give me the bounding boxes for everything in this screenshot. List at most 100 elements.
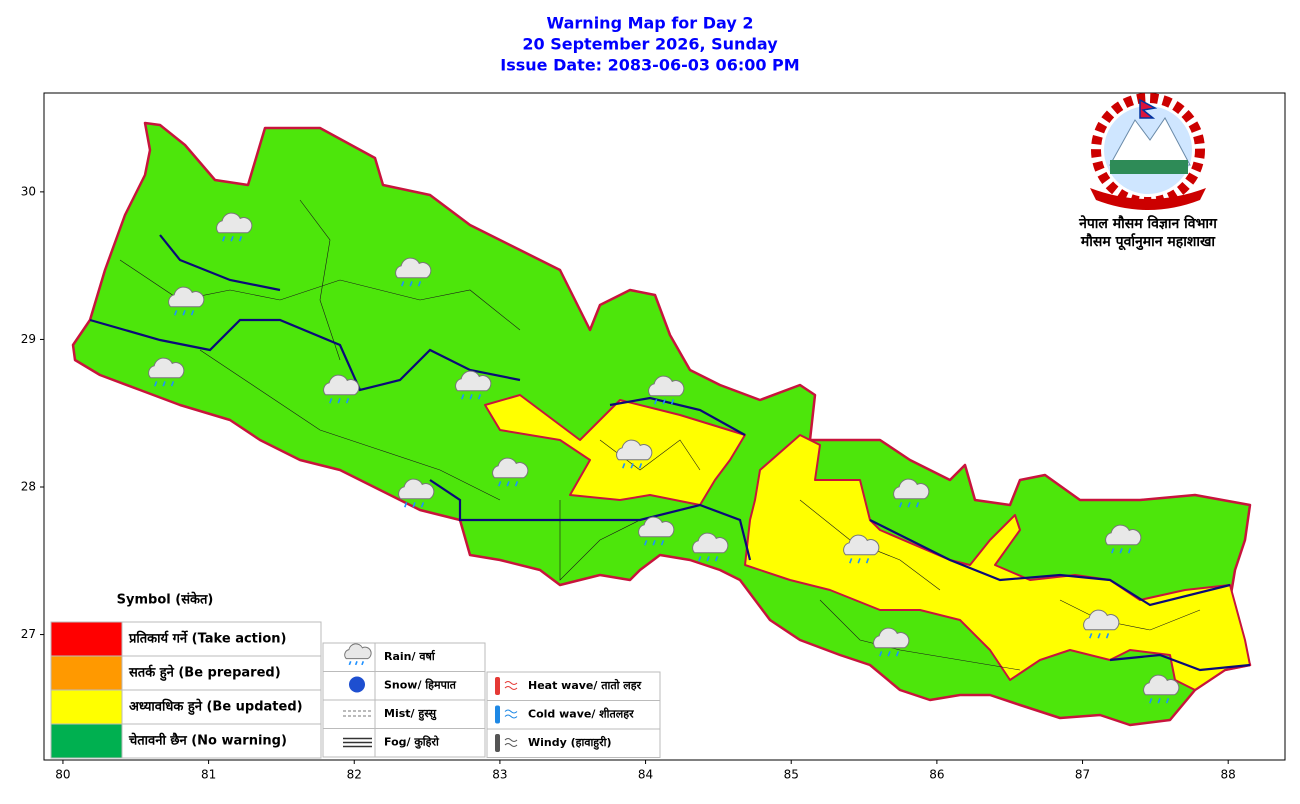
rain-icon	[692, 532, 729, 562]
drop	[345, 398, 350, 404]
rain-icon	[216, 212, 253, 242]
legend-label: सतर्क हुने (Be prepared)	[128, 665, 281, 682]
drop	[170, 381, 175, 387]
drop	[238, 236, 243, 242]
cloud	[398, 478, 435, 500]
drop	[420, 502, 425, 508]
rain-icon	[648, 375, 685, 405]
drop	[899, 502, 903, 508]
x-tick-label: 80	[55, 768, 70, 782]
drop	[1119, 548, 1123, 554]
drop	[329, 398, 333, 404]
drop	[417, 281, 422, 287]
drop	[1165, 698, 1170, 704]
drop	[638, 463, 643, 469]
x-tick-label: 88	[1221, 768, 1236, 782]
legend-title: Symbol (संकेत)	[117, 592, 214, 608]
symbol-label: Rain/ वर्षा	[384, 649, 436, 663]
symbol-label: Windy (हावाहुरी)	[528, 735, 612, 750]
axis-ticks: 80 81 82 83 84 85 86 87 88 27 28 29 30	[21, 184, 1236, 781]
legend: प्रतिकार्य गर्ने (Take action) सतर्क हुने…	[50, 621, 322, 759]
symbol-icon	[495, 677, 500, 695]
legend-cell	[121, 723, 322, 759]
title: Warning Map for Day 2	[547, 14, 754, 33]
rain-icon	[455, 370, 492, 400]
drop	[461, 394, 465, 400]
weather-icons	[148, 212, 1180, 704]
y-tick-label: 27	[21, 627, 36, 641]
cloud	[216, 212, 253, 234]
drop	[1097, 633, 1101, 639]
legend-swatch	[50, 621, 123, 657]
cloud	[843, 534, 880, 556]
rain-icon	[1083, 609, 1120, 639]
drop	[514, 481, 519, 487]
wave-icon	[504, 743, 518, 747]
drop	[337, 398, 341, 404]
cloud	[455, 370, 492, 392]
symbol-label: Fog/ कुहिरो	[384, 735, 440, 750]
emblem	[1090, 93, 1206, 210]
symbol-icon-cell	[322, 699, 376, 729]
drop	[915, 502, 920, 508]
drop	[630, 463, 634, 469]
rain-icon	[398, 478, 435, 508]
rain-icon	[492, 457, 529, 487]
drop	[1127, 548, 1132, 554]
x-tick-label: 84	[638, 768, 653, 782]
cloud	[1143, 674, 1180, 696]
symbol-label: Cold wave/ शीतलहर	[528, 707, 634, 721]
snow-icon	[349, 676, 365, 693]
agency-name: नेपाल मौसम विज्ञान विभाग	[1078, 215, 1218, 232]
drop	[498, 481, 502, 487]
symbol-cell	[486, 728, 661, 758]
yellow-zone	[484, 394, 746, 506]
drop	[865, 558, 870, 564]
cloud	[344, 643, 372, 660]
cloud	[492, 457, 529, 479]
symbol-label: Heat wave/ तातो लहर	[528, 678, 642, 692]
symbol-label: Mist/ हुस्सु	[384, 707, 437, 721]
rain-icon	[893, 478, 930, 508]
y-tick-label: 30	[21, 184, 36, 198]
drop	[1105, 633, 1110, 639]
legend-label: प्रतिकार्य गर्ने (Take action)	[128, 631, 286, 647]
legend-swatch	[50, 723, 123, 759]
wave-icon	[504, 714, 518, 719]
drop	[895, 651, 900, 657]
yellow-zone	[744, 434, 1251, 691]
cloud	[1105, 524, 1142, 546]
rain-icon	[1105, 524, 1142, 554]
wave-icon	[504, 681, 518, 685]
cloud	[638, 516, 675, 538]
symbol-icon	[495, 734, 500, 752]
x-tick-label: 86	[929, 768, 944, 782]
x-tick-label: 83	[492, 768, 507, 782]
date: 20 September 2026, Sunday	[522, 35, 778, 54]
cloud	[148, 357, 185, 379]
map-frame	[43, 92, 1286, 761]
x-tick-label: 81	[201, 768, 216, 782]
symbol-cell	[374, 728, 486, 758]
drop	[849, 558, 853, 564]
legend-swatch	[50, 689, 123, 725]
legend-label: चेतावनी छैन (No warning)	[128, 733, 287, 749]
drop	[857, 558, 861, 564]
symbol-cell	[486, 671, 661, 701]
symbol-table: Rain/ वर्षा Snow/ हिमपात Mist/ हुस्सु Fog/ …	[322, 642, 661, 758]
cloud	[1083, 609, 1120, 631]
drop	[1111, 548, 1115, 554]
drop	[662, 399, 666, 405]
drop	[404, 502, 408, 508]
rain-icon	[148, 357, 185, 387]
y-tick-label: 29	[21, 332, 36, 346]
drop	[660, 540, 665, 546]
drop	[190, 310, 195, 316]
drop	[401, 281, 405, 287]
drop	[652, 540, 656, 546]
symbol-icon	[495, 705, 500, 724]
symbol-icon-cell	[322, 671, 376, 701]
symbol-label: Snow/ हिमपात	[384, 678, 457, 692]
drop	[182, 310, 186, 316]
